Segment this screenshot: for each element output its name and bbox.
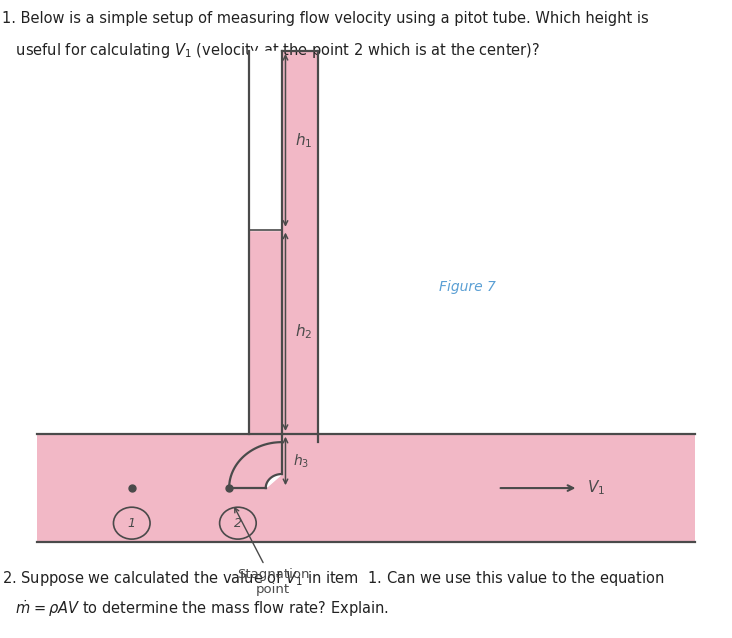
- Text: $h_1$: $h_1$: [295, 131, 313, 150]
- Text: 1. Below is a simple setup of measuring flow velocity using a pitot tube. Which : 1. Below is a simple setup of measuring …: [2, 11, 649, 27]
- Polygon shape: [250, 51, 281, 230]
- Text: $h_3$: $h_3$: [293, 452, 309, 470]
- Text: useful for calculating $V_1$ (velocity at the point 2 which is at the center)?: useful for calculating $V_1$ (velocity a…: [2, 41, 540, 61]
- Bar: [282, 51, 318, 434]
- Bar: [37, 434, 695, 542]
- Polygon shape: [229, 442, 282, 488]
- Polygon shape: [282, 434, 318, 442]
- Text: $\dot{m} = \rho AV$ to determine the mass flow rate? Explain.: $\dot{m} = \rho AV$ to determine the mas…: [2, 598, 389, 619]
- Text: 2: 2: [234, 517, 242, 530]
- Text: 2. Suppose we calculated the value of $V_1$ in item  1. Can we use this value to: 2. Suppose we calculated the value of $V…: [2, 569, 665, 588]
- Polygon shape: [229, 442, 282, 488]
- Text: 1: 1: [128, 517, 135, 530]
- Bar: [249, 230, 282, 434]
- Text: Stagnation
point: Stagnation point: [235, 508, 310, 596]
- Text: $V_1$: $V_1$: [587, 478, 605, 498]
- Text: Figure 7: Figure 7: [439, 280, 496, 294]
- Bar: [250, 51, 281, 230]
- Polygon shape: [266, 474, 282, 488]
- Polygon shape: [250, 230, 281, 434]
- Text: $h_2$: $h_2$: [295, 322, 313, 341]
